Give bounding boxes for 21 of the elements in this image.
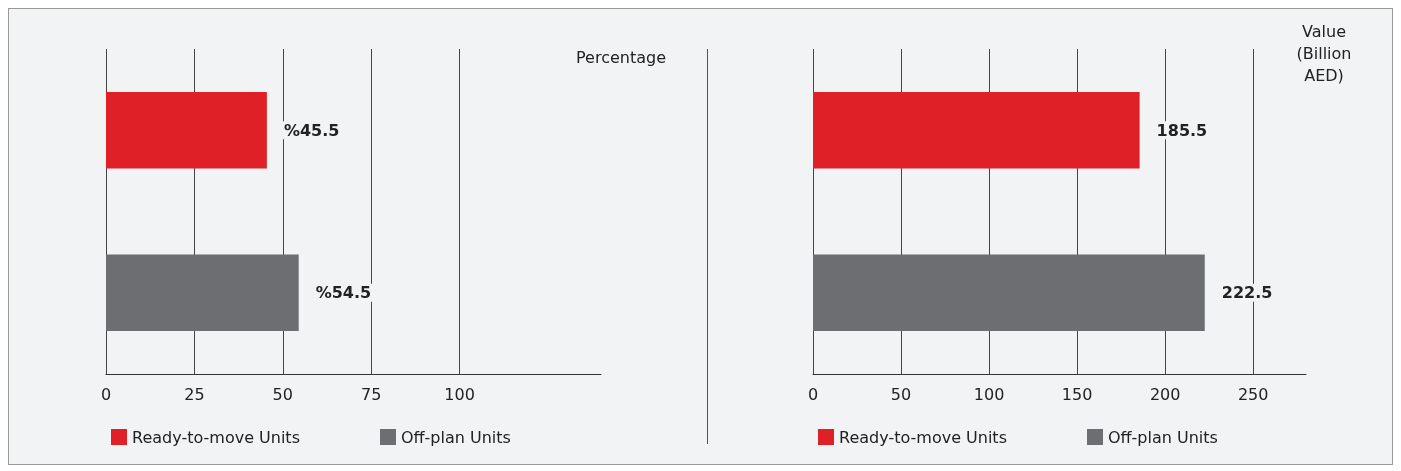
x-tick-label: 50 — [272, 384, 293, 404]
x-tick-label: 25 — [184, 384, 205, 404]
x-tick-label: 0 — [100, 384, 112, 404]
x-tick-label: 75 — [361, 384, 382, 404]
x-axis-title: Percentage — [575, 47, 666, 69]
x-tick-label: 150 — [1061, 384, 1093, 404]
legend-label: Off-plan Units — [1107, 427, 1218, 447]
data-label: 222.5 — [1221, 283, 1273, 303]
x-tick-label: 0 — [807, 384, 819, 404]
legend-label: Off-plan Units — [400, 427, 511, 447]
legend-label: Ready-to-move Units — [132, 427, 300, 447]
x-tick-label: 250 — [1237, 384, 1269, 404]
legend-label: Ready-to-move Units — [839, 427, 1007, 447]
x-tick-label: 50 — [890, 384, 912, 404]
data-label: %45.5 — [283, 120, 340, 140]
data-label: %54.5 — [315, 283, 372, 303]
x-tick-label: 100 — [444, 384, 475, 404]
x-tick-label: 100 — [973, 384, 1005, 404]
x-axis-title: Value (Billion AED) — [1295, 21, 1353, 87]
data-label: 185.5 — [1156, 120, 1208, 140]
x-tick-label: 200 — [1149, 384, 1181, 404]
